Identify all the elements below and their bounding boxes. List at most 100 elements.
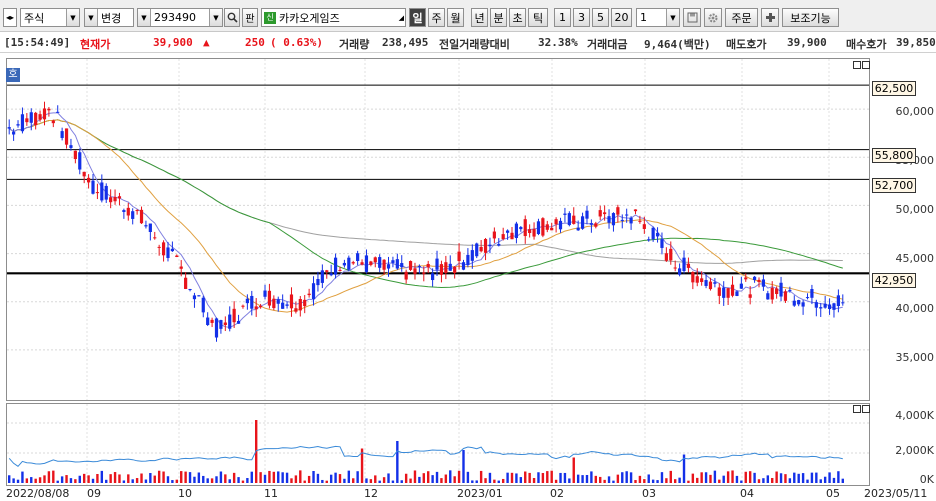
mode-select[interactable]: ▼ 변경 [84,8,134,27]
search-button[interactable] [224,8,240,27]
stock-name-field[interactable]: 신 카카오게임즈 ◢ [261,8,406,27]
volume-bar [281,472,284,483]
quote-tag[interactable]: 호 [6,68,20,82]
candle-body [360,262,364,265]
settings-button[interactable] [704,8,722,27]
period-year-button[interactable]: 년 [471,8,488,27]
candle-body [558,220,563,230]
candle-body [492,231,496,239]
volume-bar [546,471,549,483]
market-type-select[interactable]: 주식 ▼ [20,8,80,27]
volume-bar [797,473,800,483]
volume-bar [8,475,11,483]
volume-bar [316,473,320,483]
volume-bar [484,478,487,483]
period-tick-button[interactable]: 틱 [528,8,548,27]
volume-bar [197,472,201,483]
save-button[interactable] [683,8,701,27]
interval-20-button[interactable]: 20 [611,8,632,27]
volume-bar [669,470,672,483]
candle-body [131,211,135,219]
date-label-start: 2022/08/08 [6,487,70,500]
candle-body [563,213,567,215]
code-input[interactable]: ▼ 293490 ▼ [137,8,223,27]
volume-bar [263,474,267,483]
volume-bar [788,478,792,483]
volume-bar [47,471,51,483]
volume-bar [793,472,796,483]
volume-bar [166,476,170,483]
volume-bar [277,471,280,483]
interval-3-button[interactable]: 3 [573,8,590,27]
candle-body [620,219,624,221]
prev-next-arrows[interactable]: ◂▸ [3,8,17,27]
mode-value: 변경 [101,11,122,25]
volume-panel-maximize-icon[interactable] [862,405,870,413]
volume-chart-panel[interactable] [6,403,870,486]
count-input[interactable]: 1 ▼ [636,8,680,27]
chevron-down-icon[interactable]: ▼ [138,9,151,26]
volume-ma-line [8,445,843,467]
date-label-sep: 09 [87,487,101,500]
price-tag-52700: 52,700 [872,178,916,193]
panel-maximize-icon[interactable] [862,61,870,69]
volume-bar [374,475,377,483]
interval-1-button[interactable]: 1 [554,8,571,27]
volume-bar [127,474,130,483]
candle-body [197,295,201,297]
volume-bar [757,479,761,483]
price-tick-40000: 40,000 [895,302,935,315]
chevron-down-icon[interactable]: ▼ [85,9,98,26]
volume-bar [656,480,659,483]
candle-body [435,258,439,270]
candle-body [135,210,139,212]
pan-button[interactable]: 판 [242,8,258,27]
volume-bar [175,479,179,483]
volume-bar [568,478,571,483]
volume-tick-0k: 0K [919,473,934,486]
volume-bar [696,477,699,483]
candle-body [625,214,629,216]
floppy-icon [687,12,697,23]
candle-body [232,308,236,323]
toolbar: ◂▸ 주식 ▼ ▼ 변경 ▼ 293490 ▼ 판 신 카카오게임즈 ◢ 일 주… [0,0,936,32]
candle-body [126,207,130,216]
volume-bar [784,474,787,483]
volume-bar [479,470,483,483]
plus-button[interactable] [761,8,779,27]
chevron-down-icon[interactable]: ▼ [666,9,679,26]
candle-body [717,287,721,296]
candle-body [678,268,682,275]
aux-function-button[interactable]: 보조기능 [782,8,839,27]
order-button[interactable]: 주문 [725,8,758,27]
candle-body [572,215,576,224]
volume-bar [74,479,77,483]
aux-function-label: 보조기능 [790,11,831,25]
volume-bar [722,475,725,483]
panel-minimize-icon[interactable] [853,61,861,69]
volume-panel-minimize-icon[interactable] [853,405,861,413]
chevron-down-icon[interactable]: ▼ [66,9,79,26]
period-week-button[interactable]: 주 [428,8,445,27]
candle-body [532,228,536,237]
volume-tick-4000k: 4,000K [895,409,934,422]
volume-bar [471,480,474,483]
candle-body [236,320,241,324]
candle-body [184,277,188,289]
volume-bar [237,477,240,483]
chevron-down-icon[interactable]: ▼ [209,9,222,26]
interval-5-button[interactable]: 5 [592,8,609,27]
volume-bar [726,471,730,483]
candle-body [347,257,351,270]
price-chart-panel[interactable] [6,58,870,401]
candle-body [161,242,166,256]
candle-body [210,319,214,323]
candle-body [188,289,192,291]
period-month-button[interactable]: 월 [447,8,464,27]
period-second-button[interactable]: 초 [509,8,526,27]
volume-bar [440,478,443,483]
period-minute-button[interactable]: 분 [490,8,507,27]
candle-body [148,223,152,232]
period-day-button[interactable]: 일 [409,8,426,27]
ma-20-line [8,119,843,313]
